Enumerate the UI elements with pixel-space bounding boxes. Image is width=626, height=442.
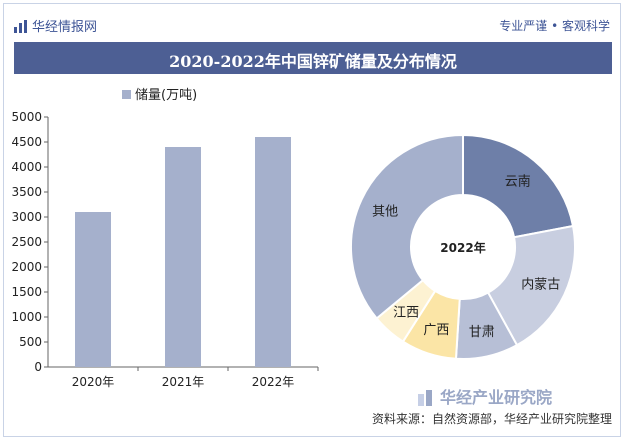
y-tick-label: 1000 [11,310,42,324]
pie-slice [462,133,575,239]
bar [75,212,111,367]
watermark-text: 华经产业研究院 [440,388,553,407]
chart-frame [3,3,621,437]
pie-slice [486,224,576,347]
y-tick-label: 2000 [11,260,42,274]
y-tick-label: 0 [34,360,42,374]
pie-slice-label: 广西 [423,323,449,338]
y-tick-label: 3500 [11,185,42,199]
y-tick-label: 4000 [11,160,42,174]
pie-slice-label: 其他 [372,204,398,219]
slogan: 专业严谨 • 客观科学 [499,19,610,33]
top-bar: 华经情报网 专业严谨 • 客观科学 [14,12,612,38]
y-tick-label: 5000 [11,110,42,124]
chart-title: 2020-2022年中国锌矿储量及分布情况 [169,52,457,71]
legend-label: 储量(万吨) [135,88,198,103]
y-tick-label: 4500 [11,135,42,149]
watermark-icon [418,390,432,406]
pie-slice [350,133,464,320]
watermark-logo: 华经产业研究院 [418,384,552,408]
x-tick-label: 2020年 [72,375,115,389]
pie-slice-label: 甘肃 [469,325,495,340]
y-tick-label: 3000 [11,210,42,224]
pie-center-label: 2022年 [440,240,485,255]
title-bar: 2020-2022年中国锌矿储量及分布情况 [14,42,612,74]
pie-slice-label: 云南 [505,174,531,190]
bar-legend: 储量(万吨) [122,84,197,103]
pie-slice-label: 内蒙古 [521,277,560,293]
bar [165,147,201,367]
bar-chart-icon [14,20,27,33]
x-tick-label: 2022年 [252,375,295,389]
y-tick-label: 500 [19,335,42,349]
brand-name: 华经情报网 [32,20,98,35]
source-note: 资料来源：自然资源部，华经产业研究院整理 [371,412,612,426]
brand: 华经情报网 [14,16,97,35]
y-tick-label: 1500 [11,285,42,299]
y-tick-label: 2500 [11,235,42,249]
pie-slice-label: 江西 [393,306,419,321]
bar [255,137,291,367]
x-tick-label: 2021年 [162,375,205,389]
legend-swatch [122,90,131,99]
